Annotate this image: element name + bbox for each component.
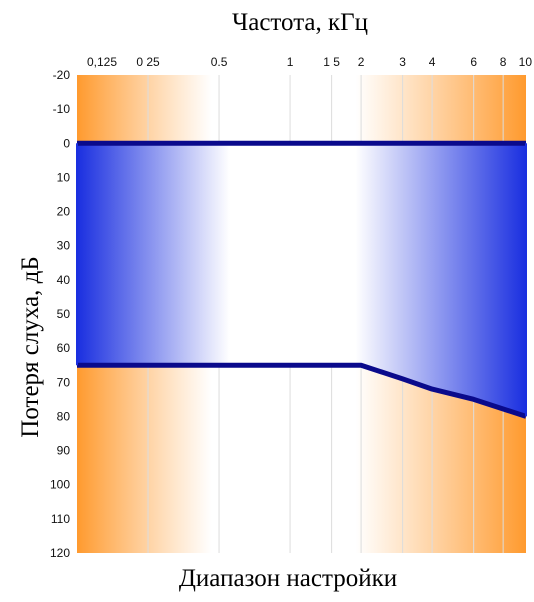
x-tick-label: 3: [399, 55, 406, 69]
y-tick-label: 70: [57, 375, 71, 389]
y-tick-label: -10: [53, 102, 71, 116]
y-tick-label: 40: [57, 273, 71, 287]
x-tick-label: 0.5: [211, 55, 228, 69]
y-tick-label: 20: [57, 205, 71, 219]
x-tick-labels: 0,125 0 25 0.5 1 1 5 2 3 4 6 8 10: [87, 55, 532, 69]
y-tick-label: 30: [57, 239, 71, 253]
x-axis-label: Диапазон настройки: [179, 565, 397, 592]
y-tick-label: 110: [51, 512, 70, 526]
adjustment-range-area: [77, 143, 526, 417]
y-tick-label: 0: [63, 136, 70, 150]
y-tick-labels: -20 -10 0 10 20 30 40 50 60 70 80 90 100 110 120: [50, 68, 70, 560]
x-tick-label: 2: [358, 55, 365, 69]
y-tick-label: 120: [50, 546, 70, 560]
y-axis-label: Потеря слуха, дБ: [17, 256, 44, 437]
x-tick-label: 8: [500, 55, 507, 69]
x-tick-label: 1 5: [323, 55, 340, 69]
y-tick-label: 100: [50, 478, 70, 492]
y-tick-label: 90: [57, 444, 71, 458]
x-tick-label: 0 25: [136, 55, 160, 69]
x-tick-label: 4: [429, 55, 436, 69]
y-tick-label: -20: [53, 68, 71, 82]
y-tick-label: 10: [57, 170, 71, 184]
x-tick-label: 6: [470, 55, 477, 69]
x-tick-label: 1: [287, 55, 294, 69]
chart-title: Частота, кГц: [232, 9, 368, 36]
y-tick-label: 50: [57, 307, 71, 321]
x-tick-label: 10: [519, 55, 533, 69]
range-lower-boundary: [77, 362, 527, 419]
y-tick-label: 80: [57, 409, 71, 423]
y-tick-label: 60: [57, 341, 71, 355]
x-tick-label: 0,125: [87, 55, 117, 69]
